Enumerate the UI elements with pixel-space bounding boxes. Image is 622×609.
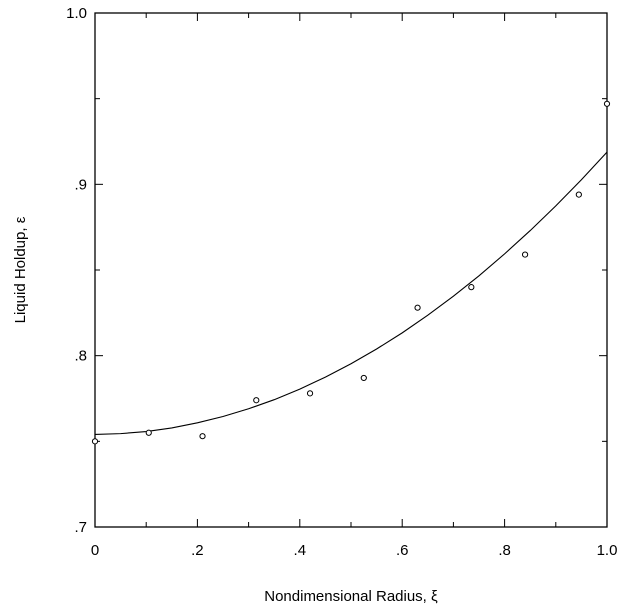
data-point xyxy=(306,390,314,397)
data-point xyxy=(521,251,529,258)
data-point xyxy=(575,191,582,198)
y-axis-label: Liquid Holdup, ε xyxy=(12,216,29,323)
tick-marks xyxy=(94,12,608,528)
data-point xyxy=(91,438,99,445)
plot-frame xyxy=(94,12,608,528)
y-tick-label: .9 xyxy=(74,176,87,193)
fit-curve xyxy=(94,151,608,436)
x-tick-label: 0 xyxy=(91,542,99,559)
x-tick-label: .8 xyxy=(498,542,511,559)
data-point xyxy=(360,374,367,382)
y-tick-label: 1.0 xyxy=(66,5,87,22)
data-point xyxy=(199,433,206,440)
x-tick-label: .4 xyxy=(294,542,307,559)
x-tick-label: .6 xyxy=(396,542,409,559)
data-point xyxy=(414,304,421,311)
x-axis-label: Nondimensional Radius, ξ xyxy=(264,588,438,605)
data-point xyxy=(603,100,611,107)
y-tick-label: .7 xyxy=(74,519,87,536)
data-points xyxy=(91,100,611,445)
x-tick-label: 1.0 xyxy=(597,542,618,559)
tick-labels: 0 .2 .4 .6 .8 1.0 .7 .8 .9 1.0 xyxy=(66,5,617,559)
y-tick-label: .8 xyxy=(74,348,87,365)
data-point xyxy=(145,429,152,436)
data-point xyxy=(468,284,475,291)
x-tick-label: .2 xyxy=(191,542,204,559)
data-point xyxy=(253,397,260,404)
